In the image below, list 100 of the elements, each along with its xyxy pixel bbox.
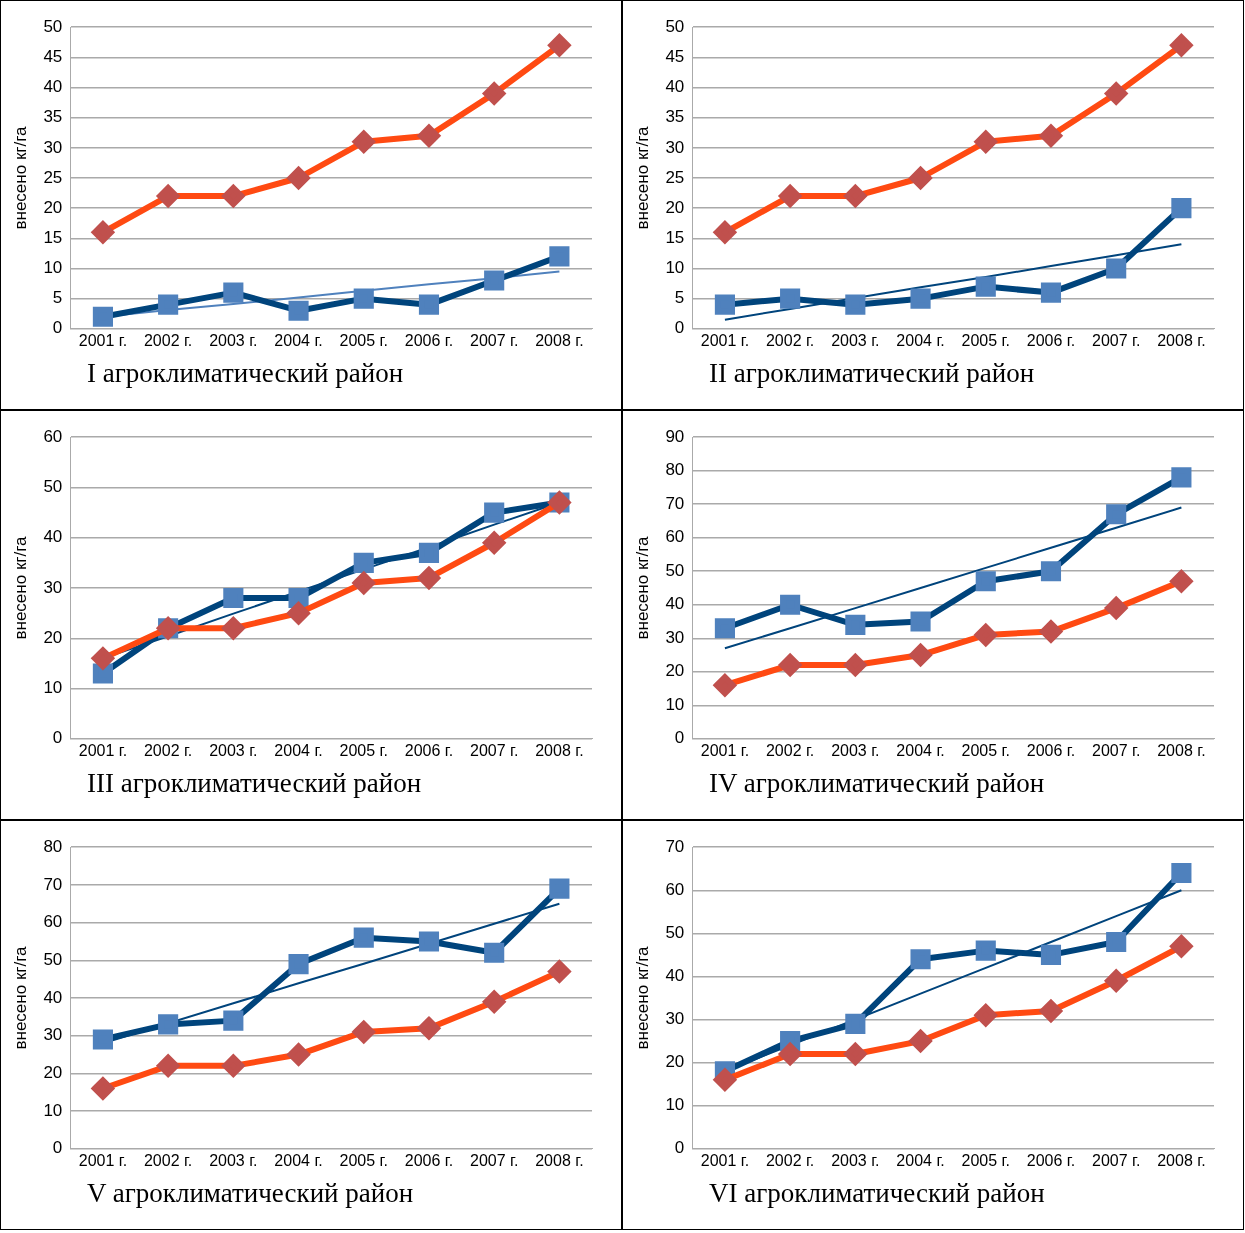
x-tick-label: 2006 г. (404, 331, 454, 349)
x-tick-label: 2007 г. (470, 331, 519, 349)
x-tick-label: 2006 г. (404, 1151, 454, 1169)
y-tick-label: 30 (43, 577, 63, 597)
y-tick-label: 15 (665, 228, 685, 248)
x-tick-label: 2002 г. (765, 331, 815, 349)
x-tick-label: 2004 г. (274, 1151, 323, 1169)
y-tick-label: 5 (52, 288, 63, 308)
y-axis-title: внесено кг/га (10, 945, 30, 1050)
x-tick-label: 2003 г. (831, 1151, 880, 1169)
x-tick-label: 2008 г. (1157, 331, 1206, 349)
y-tick-label: 50 (665, 16, 685, 36)
y-tick-label: 70 (665, 493, 685, 513)
y-tick-label: 10 (43, 258, 63, 278)
y-tick-label: 40 (665, 594, 685, 614)
x-tick-label: 2005 г. (339, 331, 388, 349)
x-tick-label: 2002 г. (765, 741, 815, 759)
x-tick-label: 2001 г. (78, 741, 128, 759)
y-tick-label: 25 (43, 167, 63, 187)
y-tick-label: 0 (674, 318, 685, 338)
x-tick-label: 2008 г. (535, 741, 584, 759)
x-tick-label: 2004 г. (896, 741, 945, 759)
y-tick-label: 40 (665, 77, 685, 97)
x-tick-label: 2001 г. (700, 1151, 750, 1169)
text: VI агроклиматический район (708, 1178, 1046, 1209)
y-tick-label: 20 (43, 627, 63, 647)
text: IV агроклиматический район (708, 768, 1046, 799)
y-tick-label: 50 (43, 477, 63, 497)
y-tick-label: 20 (43, 197, 63, 217)
x-tick-label: 2004 г. (274, 331, 323, 349)
y-tick-label: 20 (665, 1052, 685, 1072)
y-tick-label: 20 (665, 661, 685, 681)
x-tick-label: 2006 г. (404, 741, 454, 759)
x-tick-label: 2001 г. (700, 741, 750, 759)
x-tick-label: 2003 г. (209, 1151, 258, 1169)
text: V агроклиматический район (86, 1178, 415, 1209)
x-tick-label: 2007 г. (1092, 1151, 1141, 1169)
x-tick-label: 2007 г. (1092, 741, 1141, 759)
x-tick-label: 2007 г. (1092, 331, 1141, 349)
x-tick-label: 2006 г. (1026, 1151, 1076, 1169)
x-tick-label: 2007 г. (470, 1151, 519, 1169)
x-tick-label: 2004 г. (896, 331, 945, 349)
y-axis-title: внесено кг/га (632, 125, 652, 230)
y-tick-label: 35 (665, 107, 685, 127)
y-tick-label: 50 (43, 949, 63, 969)
y-tick-label: 15 (43, 228, 63, 248)
y-tick-label: 10 (43, 1100, 63, 1120)
y-tick-label: 10 (665, 694, 685, 714)
x-tick-label: 2006 г. (1026, 741, 1076, 759)
y-tick-label: 60 (665, 527, 685, 547)
y-tick-label: 0 (52, 318, 63, 338)
y-tick-label: 90 (665, 426, 685, 446)
x-tick-label: 2005 г. (339, 1151, 388, 1169)
x-tick-label: 2003 г. (831, 331, 880, 349)
x-tick-label: 2004 г. (274, 741, 323, 759)
y-tick-label: 60 (665, 879, 685, 899)
text: II агроклиматический район (708, 358, 1036, 389)
y-tick-label: 30 (665, 1009, 685, 1029)
x-tick-label: 2007 г. (470, 741, 519, 759)
x-tick-label: 2006 г. (1026, 331, 1076, 349)
x-tick-label: 2003 г. (831, 741, 880, 759)
x-tick-label: 2008 г. (1157, 741, 1206, 759)
x-tick-label: 2008 г. (1157, 1151, 1206, 1169)
y-tick-label: 20 (665, 197, 685, 217)
x-tick-label: 2003 г. (209, 741, 258, 759)
y-tick-label: 0 (674, 1138, 685, 1158)
text: III агроклиматический район (86, 768, 423, 799)
y-tick-label: 30 (665, 627, 685, 647)
y-tick-label: 40 (43, 527, 63, 547)
y-axis-title: внесено кг/га (10, 125, 30, 230)
y-tick-label: 0 (52, 1138, 63, 1158)
y-tick-label: 80 (43, 836, 63, 856)
y-tick-label: 70 (43, 874, 63, 894)
y-tick-label: 60 (43, 912, 63, 932)
y-tick-label: 40 (43, 77, 63, 97)
x-tick-label: 2005 г. (961, 741, 1010, 759)
y-tick-label: 70 (665, 836, 685, 856)
y-tick-label: 35 (43, 107, 63, 127)
y-tick-label: 45 (43, 47, 63, 67)
y-axis-title: внесено кг/га (632, 535, 652, 640)
y-tick-label: 30 (665, 137, 685, 157)
x-tick-label: 2002 г. (143, 741, 193, 759)
x-tick-label: 2005 г. (961, 331, 1010, 349)
x-tick-label: 2002 г. (143, 331, 193, 349)
y-tick-label: 80 (665, 460, 685, 480)
y-tick-label: 40 (43, 987, 63, 1007)
x-tick-label: 2005 г. (961, 1151, 1010, 1169)
x-tick-label: 2002 г. (143, 1151, 193, 1169)
x-tick-label: 2004 г. (896, 1151, 945, 1169)
y-tick-label: 25 (665, 167, 685, 187)
y-tick-label: 10 (665, 1095, 685, 1115)
x-tick-label: 2001 г. (78, 331, 128, 349)
y-tick-label: 0 (52, 728, 63, 748)
x-tick-label: 2002 г. (765, 1151, 815, 1169)
y-tick-label: 45 (665, 47, 685, 67)
y-tick-label: 50 (665, 560, 685, 580)
y-tick-label: 40 (665, 966, 685, 986)
x-tick-label: 2001 г. (78, 1151, 128, 1169)
y-tick-label: 30 (43, 1025, 63, 1045)
y-tick-label: 10 (43, 678, 63, 698)
